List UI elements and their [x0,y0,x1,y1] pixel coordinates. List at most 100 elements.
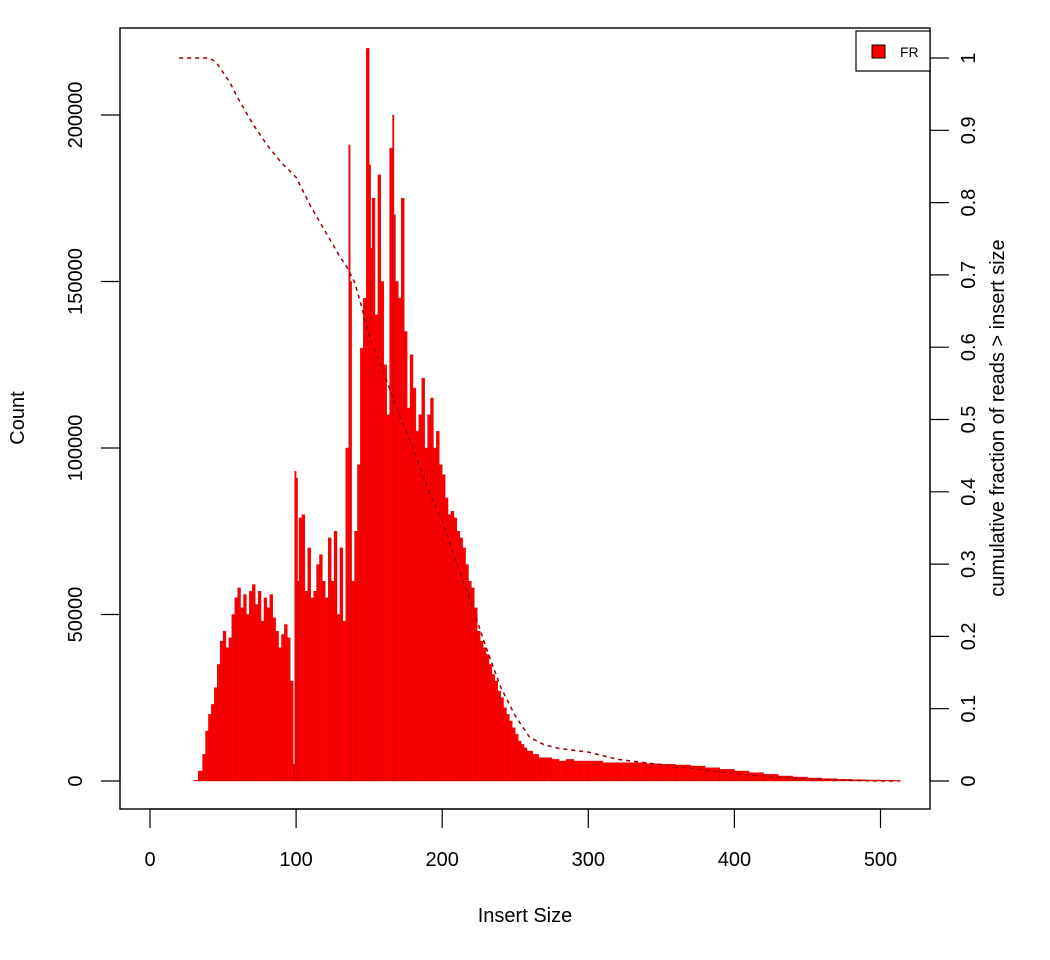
histogram-bar [588,760,604,782]
histogram-bar [310,597,314,782]
histogram-bar [348,144,351,782]
y2-tick-label: 0.6 [958,333,980,361]
y2-tick-label: 0 [958,775,980,786]
histogram-bar [222,630,227,782]
y2-tick-label: 0.7 [958,261,980,289]
histogram-bar [541,757,545,782]
histogram-bar [500,697,504,782]
histogram-bar [298,517,303,782]
histogram-bar [377,174,382,782]
y2-tick-label: 0.1 [958,695,980,723]
histogram-bar [260,620,265,782]
histogram-bar [558,760,567,782]
histogram-bar [404,331,408,782]
y2-tick-label: 0.8 [958,189,980,217]
histogram-bar [427,414,431,782]
y2-axis-title: cumulative fraction of reads > insert si… [987,239,1009,596]
histogram-bar [509,720,513,782]
histogram-bar [763,774,779,782]
histogram-bar [211,704,215,782]
histogram-bar [368,164,371,782]
histogram-bar [313,590,317,782]
histogram-bar [523,747,528,782]
histogram-bar [307,547,311,782]
histogram-bar [497,690,501,782]
histogram-bar [263,597,268,782]
cumulative-line [179,57,900,782]
histogram-bar [322,581,326,782]
histogram-bar [719,769,735,782]
histogram-bar [515,734,519,782]
histogram-bar [380,281,384,782]
histogram-bar [225,647,230,782]
histogram-bar [471,587,475,782]
histogram-bar [494,680,498,782]
histogram-bar [401,198,405,782]
histogram-bar [240,607,244,782]
histogram-bar [272,617,276,782]
y-axis-left: 0 50000 100000 150000 200000 [65,82,121,787]
histogram-bar [517,740,522,782]
histogram-bar [278,647,282,782]
histogram-bar [415,431,420,782]
histogram-bar [249,590,253,782]
histogram-bar [217,664,221,782]
histogram-bar [456,531,460,782]
histogram-bar [328,537,332,782]
histogram-bar [342,620,346,782]
histogram-bar [646,763,662,782]
histogram-bar [319,554,323,782]
histogram-bar [512,727,516,782]
histogram-bar [363,297,367,782]
histogram-bar [424,447,428,782]
y-tick-label: 100000 [65,415,87,482]
histogram-bar [254,604,259,782]
histogram-bar [734,770,750,782]
histogram-bar [491,674,495,782]
histogram-bar [485,654,490,782]
histogram-bar [333,531,338,782]
histogram-bar [474,607,478,782]
histogram-bar [503,707,507,782]
histogram-bars [193,48,902,782]
histogram-bar [345,447,349,782]
histogram-bar [294,471,297,782]
histogram-bar [297,581,300,782]
histogram-bar [374,314,379,782]
histogram-bar [580,760,589,782]
y-axis-title: Count [7,391,29,445]
y2-tick-label: 1 [958,52,980,63]
histogram-bar [257,590,262,782]
histogram-bar [406,407,411,782]
histogram-bar [468,581,472,782]
histogram-bar [631,762,647,782]
histogram-bar [193,780,199,782]
y-axis-right: 0 0.1 0.2 0.3 0.4 0.5 0.6 0.7 0.8 0.9 1 [929,52,980,787]
histogram-bar [409,354,414,782]
histogram-bar [538,757,542,782]
histogram-bar [228,637,233,782]
histogram-bar [243,594,247,782]
histogram-bar [295,477,298,782]
histogram-bar [330,581,335,782]
histogram-bar [205,730,209,782]
histogram-bar [532,754,536,782]
histogram-bar [439,464,443,782]
x-tick-label: 0 [144,849,155,871]
cumulative-fraction-line [179,57,900,782]
histogram-bar [447,514,452,782]
histogram-bar [202,754,206,782]
y2-tick-label: 0.3 [958,550,980,578]
x-tick-label: 200 [426,849,459,871]
legend-swatch-fr [871,44,886,59]
y-tick-label: 0 [65,775,87,786]
histogram-bar [339,547,344,782]
histogram-bar [231,614,235,782]
histogram-bar [208,714,212,782]
x-axis: 0 100 200 300 400 500 [144,808,897,871]
histogram-bar [354,531,358,782]
histogram-bar [252,584,256,782]
y2-tick-label: 0.4 [958,478,980,506]
histogram-bar [430,397,434,782]
